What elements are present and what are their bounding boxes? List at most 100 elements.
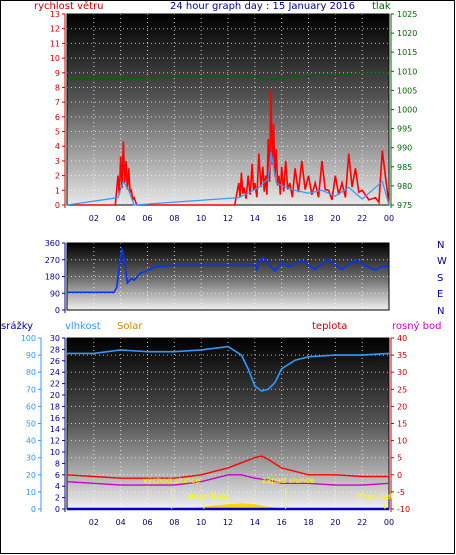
rain-tick-label: 0	[55, 505, 60, 514]
x-tick-label: 18	[303, 518, 313, 527]
temperature-tick-label: 20	[397, 402, 407, 411]
pressure-label: tlak	[372, 1, 391, 12]
y-tick-label: 11	[50, 39, 60, 48]
x-tick-label: 14	[250, 518, 260, 527]
humidity-tick-label: 40	[26, 437, 36, 446]
dewpoint-line	[66, 474, 390, 486]
x-tick-label: 14	[250, 214, 260, 223]
temperature-tick-label: 30	[397, 368, 407, 377]
y-right-tick-label: 985	[397, 163, 412, 172]
compass-west: W	[437, 256, 447, 267]
x-tick-label: 16	[277, 214, 287, 223]
x-tick-label: 10	[196, 214, 206, 223]
y-tick-label: 4	[55, 142, 60, 151]
x-tick-label: 20	[330, 214, 340, 223]
rain-tick-label: 4	[55, 482, 60, 491]
y-tick-label: 3	[55, 157, 60, 166]
y-tick-label: 270	[45, 256, 60, 265]
y-right-tick-label: 1025	[397, 10, 417, 19]
y-right-tick-label: 990	[397, 144, 412, 153]
y-tick-label: 90	[50, 289, 60, 298]
x-tick-label: 08	[169, 214, 179, 223]
middle-panel-border	[66, 242, 390, 311]
rain-tick-label: 24	[50, 368, 60, 377]
temperature-label: teplota	[312, 321, 347, 332]
x-tick-label: 00	[384, 214, 394, 223]
y-right-tick-label: 1000	[397, 106, 417, 115]
rain-tick-label: 2	[55, 494, 60, 503]
compass-labels: N W S E N	[437, 240, 447, 317]
temperature-tick-label: 0	[397, 471, 402, 480]
humidity-tick-label: 60	[26, 402, 36, 411]
moonrise-label: Moon Rise	[187, 492, 228, 501]
x-tick-label: 02	[89, 214, 99, 223]
compass-south: S	[437, 273, 443, 284]
x-tick-label: 18	[303, 214, 313, 223]
x-tick-label: 06	[142, 214, 152, 223]
y-tick-label: 13	[50, 10, 60, 19]
temperature-tick-label: 35	[397, 351, 407, 360]
moonset-label: Moon Set	[356, 492, 393, 501]
rain-tick-label: 8	[55, 459, 60, 468]
axes: 02 04 06 08 10 12 14 16 18 20 22 000123456789101112…	[21, 10, 418, 527]
compass-east: E	[437, 289, 443, 300]
rain-tick-label: 16	[50, 414, 60, 423]
wind-average-line	[66, 152, 390, 206]
x-tick-label: 00	[384, 518, 394, 527]
y-tick-label: 2	[55, 172, 60, 181]
sunrise-label: východ slunce	[143, 476, 200, 485]
humidity-tick-label: 50	[26, 420, 36, 429]
x-tick-label: 22	[357, 214, 367, 223]
temperature-tick-label: 15	[397, 420, 407, 429]
x-tick-label: 04	[116, 214, 126, 223]
temperature-tick-label: 10	[397, 437, 407, 446]
page-title: 24 hour graph day : 15 January 2016	[170, 1, 355, 12]
rain-tick-label: 10	[50, 448, 60, 457]
humidity-tick-label: 0	[31, 505, 36, 514]
dewpoint-label: rosný bod	[392, 320, 441, 332]
rain-tick-label: 26	[50, 357, 60, 366]
y-tick-label: 0	[55, 201, 60, 210]
x-tick-label: 06	[142, 518, 152, 527]
x-tick-label: 12	[223, 214, 233, 223]
rain-tick-label: 6	[55, 471, 60, 480]
temperature-line	[66, 455, 389, 479]
x-tick-label: 22	[357, 518, 367, 527]
x-tick-label: 04	[116, 518, 126, 527]
rain-label: srážky	[1, 320, 33, 332]
humidity-tick-label: 30	[26, 454, 36, 463]
y-right-tick-label: 1005	[397, 86, 417, 95]
rain-tick-label: 14	[50, 425, 60, 434]
compass-north-top: N	[437, 240, 444, 251]
x-tick-label: 20	[330, 518, 340, 527]
temperature-tick-label: -5	[397, 488, 405, 497]
y-tick-label: 0	[55, 306, 60, 315]
humidity-tick-label: 90	[26, 351, 36, 360]
y-tick-label: 8	[55, 83, 60, 92]
y-tick-label: 9	[55, 69, 60, 78]
y-right-tick-label: 975	[397, 201, 412, 210]
y-tick-label: 7	[55, 98, 60, 107]
x-tick-label: 02	[89, 518, 99, 527]
y-tick-label: 360	[45, 239, 60, 248]
wind-speed-line	[67, 90, 390, 206]
humidity-tick-label: 10	[26, 488, 36, 497]
temperature-tick-label: 5	[397, 454, 402, 463]
x-tick-label: 10	[196, 518, 206, 527]
temperature-tick-label: 25	[397, 385, 407, 394]
wind-speed-label: rychlost větru	[34, 0, 104, 12]
y-tick-label: 10	[50, 54, 60, 63]
rain-tick-label: 12	[50, 437, 60, 446]
humidity-tick-label: 80	[26, 368, 36, 377]
x-tick-label: 12	[223, 518, 233, 527]
humidity-tick-label: 20	[26, 471, 36, 480]
y-tick-label: 5	[55, 128, 60, 137]
temperature-tick-label: -10	[397, 505, 410, 514]
y-right-tick-label: 1020	[397, 29, 417, 38]
humidity-label: vlhkost	[65, 321, 101, 332]
y-tick-label: 6	[55, 113, 60, 122]
y-right-tick-label: 1010	[397, 67, 417, 76]
y-tick-label: 1	[55, 186, 60, 195]
